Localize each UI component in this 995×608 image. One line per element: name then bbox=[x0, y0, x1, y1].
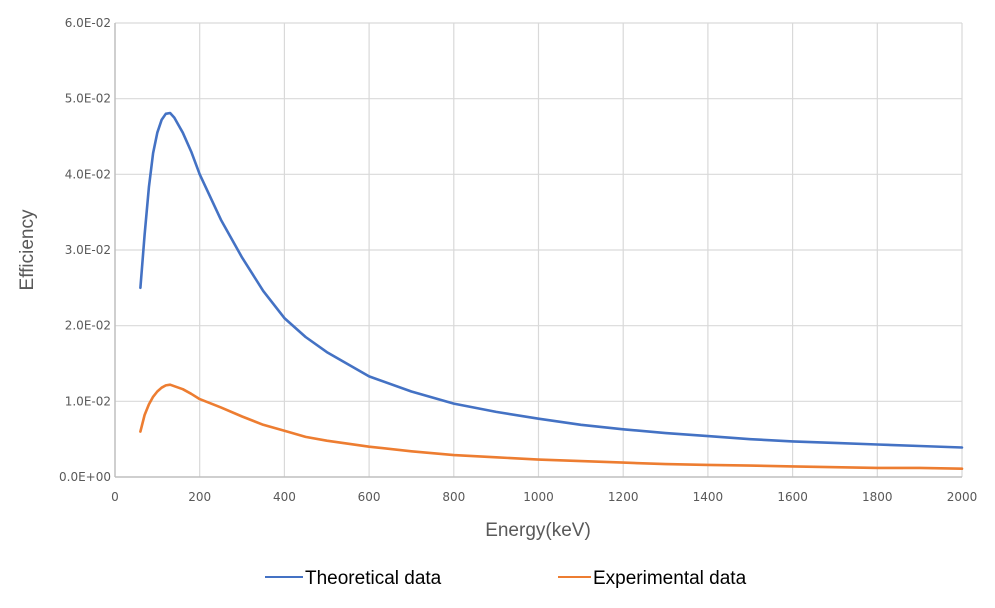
y-axis-title: Efficiency bbox=[17, 209, 38, 290]
legend-label-experimental: Experimental data bbox=[593, 568, 747, 589]
x-tick-label: 2000 bbox=[947, 490, 978, 504]
y-tick-label: 5.0E-02 bbox=[65, 92, 111, 106]
series-lines bbox=[139, 111, 964, 471]
series-line-theoretical bbox=[139, 111, 964, 449]
y-tick-label: 0.0E+00 bbox=[59, 470, 111, 484]
gridlines bbox=[115, 22, 963, 477]
y-tick-label: 6.0E-02 bbox=[65, 16, 111, 30]
x-tick-label: 0 bbox=[111, 490, 119, 504]
y-tick-label: 4.0E-02 bbox=[65, 167, 111, 181]
x-tick-label: 1000 bbox=[523, 490, 554, 504]
x-tick-label: 1200 bbox=[608, 490, 639, 504]
x-tick-label: 800 bbox=[442, 490, 465, 504]
x-tick-label: 600 bbox=[358, 490, 381, 504]
axes bbox=[114, 23, 962, 478]
x-tick-label: 400 bbox=[273, 490, 296, 504]
tick-labels: 0.0E+00 1.0E-02 2.0E-02 3.0E-02 4.0E-02 5.0E-… bbox=[59, 16, 977, 504]
x-tick-label: 1400 bbox=[693, 490, 724, 504]
x-axis-title: Energy(keV) bbox=[485, 520, 591, 541]
series-line-experimental bbox=[139, 383, 964, 471]
x-tick-label: 1800 bbox=[862, 490, 893, 504]
y-tick-label: 3.0E-02 bbox=[65, 243, 111, 257]
legend-item-theoretical: Theoretical data bbox=[265, 568, 442, 589]
x-tick-label: 200 bbox=[188, 490, 211, 504]
legend-item-experimental: Experimental data bbox=[558, 568, 747, 589]
legend-label-theoretical: Theoretical data bbox=[305, 568, 442, 589]
x-tick-label: 1600 bbox=[777, 490, 808, 504]
y-tick-label: 1.0E-02 bbox=[65, 394, 111, 408]
y-tick-label: 2.0E-02 bbox=[65, 319, 111, 333]
legend: Theoretical data Experimental data bbox=[265, 568, 747, 589]
